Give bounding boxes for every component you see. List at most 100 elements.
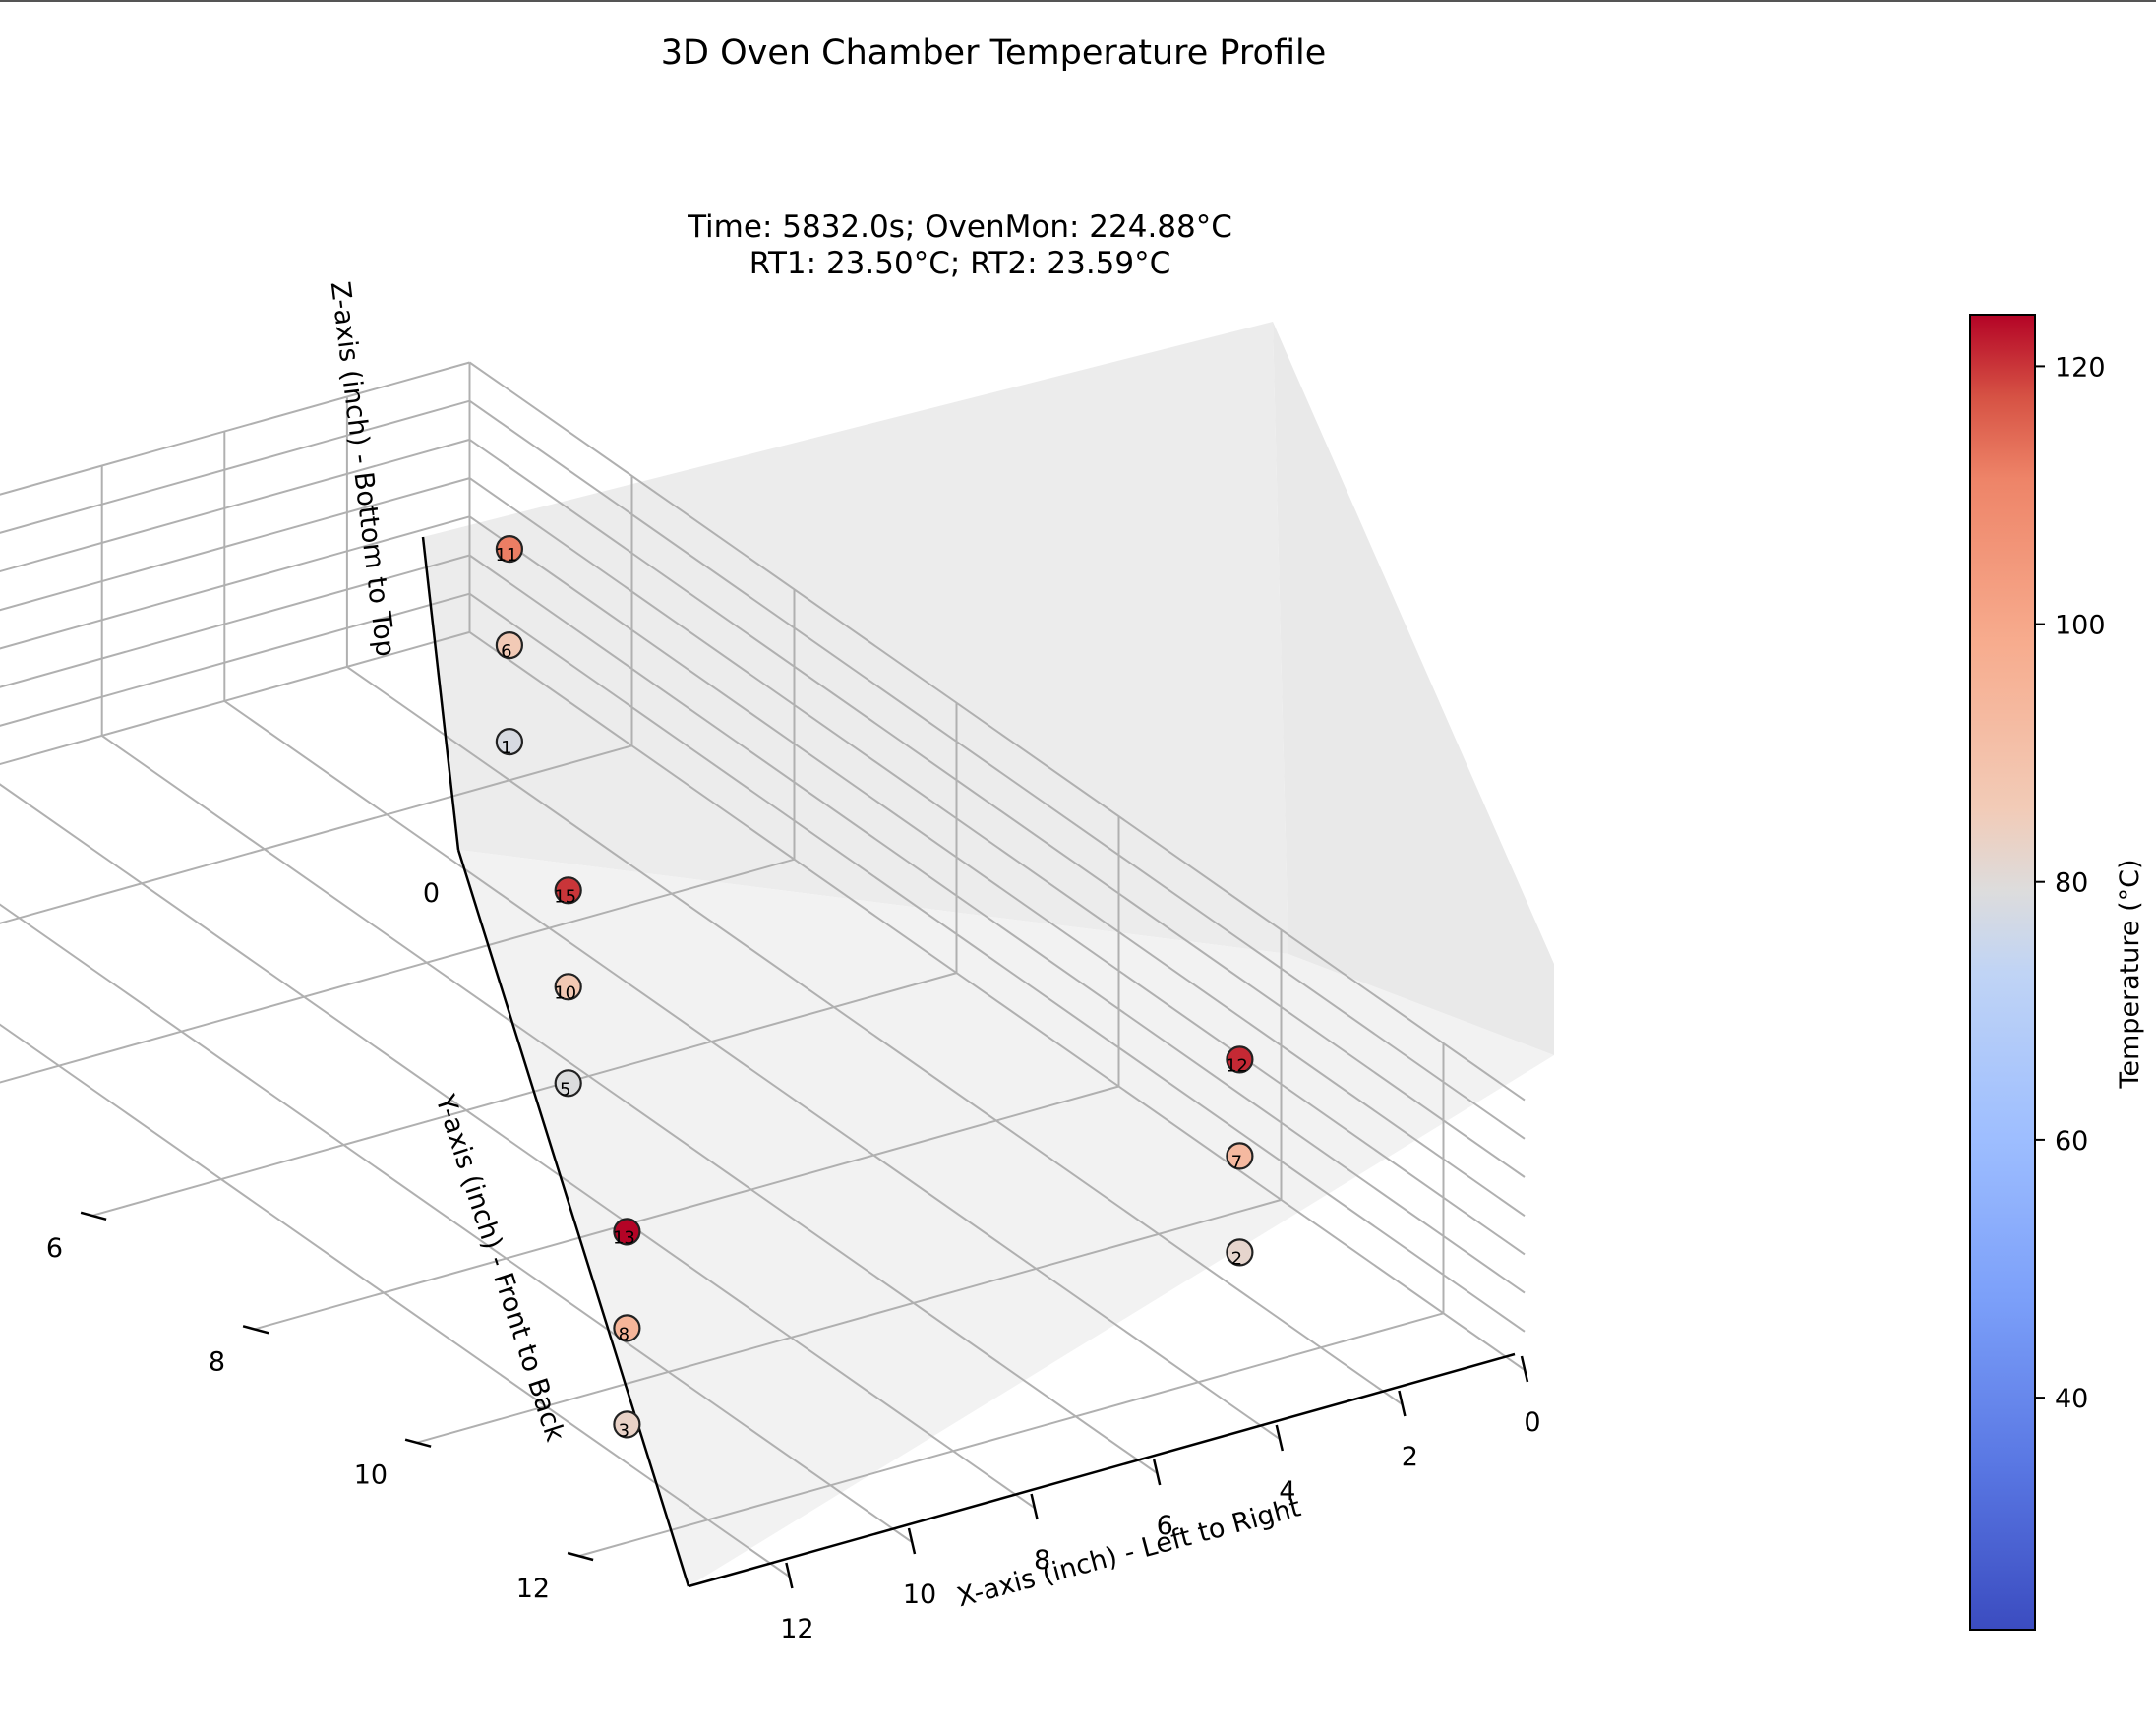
floor-grid-y-0 — [0, 630, 470, 766]
sensor-label-7: 7 — [1231, 1152, 1242, 1172]
right-grid-z-12 — [468, 399, 1526, 1140]
x-tick-label-12: 12 — [780, 1614, 813, 1644]
sensor-label-2: 2 — [1231, 1248, 1242, 1269]
colorbar-tick-label-100: 100 — [2055, 611, 2106, 641]
sensor-label-11: 11 — [495, 545, 517, 566]
grid-lines — [0, 361, 1526, 1578]
y-tick-mark-6 — [80, 1211, 107, 1221]
sensor-point-8 — [613, 1314, 641, 1342]
y-tick-mark-8 — [242, 1325, 270, 1335]
x-tick-label-0: 0 — [1524, 1407, 1540, 1438]
axis-lines — [421, 536, 1516, 1588]
x-tick-mark-0 — [1520, 1355, 1529, 1383]
right-grid-z-14 — [468, 361, 1526, 1102]
right-grid-z-10 — [468, 439, 1526, 1178]
top-border — [0, 0, 2156, 2]
x-tick-mark-6 — [1152, 1459, 1162, 1486]
back-grid-z-6 — [0, 515, 470, 650]
floor-grid-y-12 — [578, 1312, 1444, 1557]
z-axis-line — [421, 536, 460, 851]
chart-title: 3D Oven Chamber Temperature Profile — [661, 33, 1327, 73]
floor-grid-x-8 — [0, 783, 1036, 1509]
colorbar-ticks: 40 60 80 100 120 — [2035, 352, 2106, 1414]
floor-grid-y-4 — [0, 858, 795, 1084]
x-axis-line — [688, 1352, 1516, 1588]
chart-subtitle-line-2: RT1: 23.50°C; RT2: 23.59°C — [749, 246, 1171, 281]
sensor-label-8: 8 — [619, 1324, 629, 1344]
sensor-label-12: 12 — [1226, 1055, 1248, 1076]
right-pane — [1273, 322, 1554, 1055]
y-tick-label-12: 12 — [516, 1574, 550, 1604]
x-tick-mark-12 — [785, 1562, 794, 1589]
back-grid-z-14 — [0, 361, 470, 496]
colorbar-tick-label-60: 60 — [2055, 1126, 2088, 1157]
z-tick-label-0: 0 — [423, 878, 440, 909]
sensor-points: 491416115101538132712 — [495, 534, 1254, 1441]
back-grid-z-8 — [0, 477, 470, 612]
back-grid-z-12 — [0, 399, 470, 534]
x-tick-label-2: 2 — [1402, 1442, 1418, 1472]
chart-subtitle-line-1: Time: 5832.0s; OvenMon: 224.88°C — [687, 209, 1232, 245]
y-tick-label-8: 8 — [209, 1346, 225, 1377]
floor-grid-y-10 — [416, 1198, 1282, 1444]
x-tick-label-10: 10 — [903, 1579, 936, 1610]
sensor-point-3 — [613, 1410, 641, 1439]
sensor-point-6 — [495, 630, 524, 660]
sensor-point-7 — [1226, 1142, 1254, 1170]
y-axis-line — [456, 849, 690, 1587]
floor-grid-x-2 — [346, 666, 1403, 1405]
sensor-label-13: 13 — [613, 1227, 635, 1248]
floor-grid-y-8 — [254, 1085, 1119, 1331]
sensor-label-6: 6 — [501, 641, 511, 662]
x-tick-label-8: 8 — [1034, 1545, 1050, 1576]
x-tick-mark-8 — [1030, 1493, 1039, 1520]
floor-grid-x-0 — [468, 631, 1526, 1371]
x-tick-mark-2 — [1398, 1390, 1407, 1417]
x-axis-ticks: 0 2 4 6 8 10 12 — [780, 1355, 1541, 1644]
sensor-label-5: 5 — [560, 1079, 570, 1100]
x-tick-mark-4 — [1275, 1424, 1285, 1452]
sensor-point-1 — [495, 727, 524, 756]
colorbar-tick-label-120: 120 — [2055, 352, 2106, 383]
y-tick-mark-12 — [567, 1551, 594, 1562]
floor-grid-y-2 — [0, 744, 632, 924]
sensor-point-13 — [613, 1218, 641, 1246]
y-tick-label-6: 6 — [46, 1233, 63, 1264]
floor-grid-x-10 — [0, 903, 913, 1543]
colorbar-gradient — [1969, 314, 2036, 1631]
colorbar-label: Temperature (°C) — [2115, 859, 2145, 1089]
sensor-point-12 — [1226, 1045, 1254, 1074]
colorbar-tick-label-40: 40 — [2055, 1384, 2088, 1414]
back-pane — [423, 322, 1288, 954]
floor-grid-x-12 — [0, 1023, 790, 1578]
sensor-label-1: 1 — [501, 738, 511, 758]
x-tick-label-6: 6 — [1157, 1511, 1173, 1541]
right-grid-z-4 — [468, 554, 1526, 1294]
z-axis-ticks: 24681012140 — [423, 878, 440, 909]
x-tick-label-4: 4 — [1279, 1476, 1295, 1507]
right-grid-z-2 — [468, 592, 1526, 1333]
back-grid-z-4 — [0, 554, 470, 688]
floor-grid-y-6 — [91, 972, 957, 1217]
sensor-label-3: 3 — [619, 1420, 629, 1441]
back-grid-z-10 — [0, 438, 470, 573]
x-tick-mark-10 — [907, 1527, 917, 1555]
y-tick-mark-10 — [404, 1438, 432, 1448]
colorbar-tick-label-80: 80 — [2055, 868, 2088, 899]
z-axis-label: Z-axis (inch) - Bottom to Top — [325, 280, 401, 659]
right-grid-z-8 — [468, 477, 1526, 1218]
sensor-point-10 — [554, 973, 582, 1001]
right-grid-z-6 — [468, 515, 1526, 1256]
sensor-point-5 — [554, 1069, 582, 1098]
floor-grid-x-6 — [101, 735, 1158, 1474]
back-grid-z-2 — [0, 592, 470, 727]
sensor-label-10: 10 — [554, 983, 576, 1003]
sensor-label-15: 15 — [554, 886, 576, 907]
x-axis-label: X-axis (inch) - Left to Right — [954, 1492, 1304, 1613]
colorbar: 40 60 80 100 120 Temperature (°C) — [1969, 314, 2145, 1631]
sensor-point-2 — [1226, 1238, 1254, 1267]
sensor-point-15 — [554, 876, 582, 905]
